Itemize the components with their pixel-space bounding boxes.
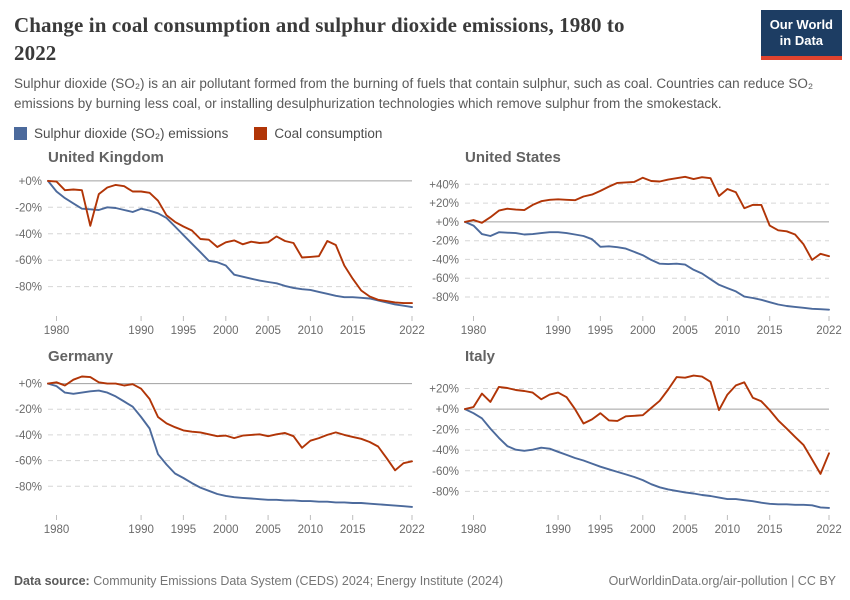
y-tick-label: -20% bbox=[432, 235, 459, 247]
x-tick-label: 2010 bbox=[298, 325, 324, 337]
x-tick-label: 2005 bbox=[255, 325, 281, 337]
panel-germany: Germany +0% -20% -40% -60% -80% 1980 1990 1995 2… bbox=[8, 346, 425, 536]
y-tick-label: -20% bbox=[15, 202, 42, 214]
owid-logo[interactable]: Our World in Data bbox=[760, 10, 842, 60]
legend-item-so2[interactable]: Sulphur dioxide (SO₂) emissions bbox=[14, 126, 228, 141]
title-line-2: 2022 bbox=[14, 40, 57, 65]
data-source-text: Community Emissions Data System (CEDS) 2… bbox=[93, 574, 504, 588]
coal-legend-label: Coal consumption bbox=[274, 125, 383, 141]
y-tick-label: -20% bbox=[15, 404, 42, 416]
chart-subtitle: Sulphur dioxide (SO₂) is an air pollutan… bbox=[14, 76, 814, 111]
header: Change in coal consumption and sulphur d… bbox=[0, 0, 850, 113]
x-tick-label: 1990 bbox=[545, 325, 571, 337]
x-tick-label: 1995 bbox=[588, 325, 614, 337]
y-tick-label: -40% bbox=[15, 430, 42, 442]
so2-legend-swatch bbox=[14, 126, 27, 140]
series-line-so2 bbox=[464, 407, 830, 509]
x-tick-label: 1990 bbox=[128, 524, 154, 536]
page-title: Change in coal consumption and sulphur d… bbox=[14, 12, 759, 67]
series-line-coal bbox=[464, 175, 830, 261]
x-tick-label: 1980 bbox=[461, 524, 487, 536]
x-tick-label: 2010 bbox=[715, 325, 741, 337]
panel-title-italy: Italy bbox=[465, 347, 496, 365]
chart-germany: +0% -20% -40% -60% -80% 1980 1990 1995 2000 2005 2… bbox=[15, 375, 425, 536]
panel-italy: Italy +20% +0% -20% -40% -60% -80% 1980 1990 199… bbox=[425, 346, 842, 536]
x-tick-label: 2022 bbox=[399, 524, 425, 536]
chart-italy: +20% +0% -20% -40% -60% -80% 1980 1990 1995 2000 2… bbox=[429, 374, 842, 536]
data-source-label: Data source: bbox=[14, 574, 90, 588]
x-tick-label: 2005 bbox=[672, 325, 698, 337]
attribution-link[interactable]: OurWorldinData.org/air-pollution | CC BY bbox=[608, 574, 836, 588]
y-tick-label: -80% bbox=[432, 486, 459, 498]
x-tick-label: 2015 bbox=[340, 524, 366, 536]
x-tick-label: 2005 bbox=[672, 524, 698, 536]
x-tick-label: 2015 bbox=[757, 524, 783, 536]
x-tick-label: 2022 bbox=[816, 325, 842, 337]
y-tick-label: -60% bbox=[432, 466, 459, 478]
series-line-so2 bbox=[47, 179, 413, 308]
x-tick-label: 2000 bbox=[630, 524, 656, 536]
x-tick-label: 2022 bbox=[816, 524, 842, 536]
coal-legend-swatch bbox=[254, 126, 268, 140]
y-tick-label: -80% bbox=[432, 292, 459, 304]
series-line-coal bbox=[47, 375, 413, 472]
panel-title-germany: Germany bbox=[48, 347, 114, 365]
y-tick-label: +0% bbox=[19, 176, 42, 188]
x-tick-label: 2000 bbox=[213, 325, 239, 337]
x-tick-label: 2005 bbox=[255, 524, 281, 536]
series-line-so2 bbox=[464, 220, 830, 311]
x-tick-label: 2022 bbox=[399, 325, 425, 337]
y-tick-label: -60% bbox=[432, 273, 459, 285]
x-tick-label: 2015 bbox=[340, 325, 366, 337]
x-tick-label: 1990 bbox=[545, 524, 571, 536]
x-tick-label: 1980 bbox=[461, 325, 487, 337]
data-source: Data source: Community Emissions Data Sy… bbox=[14, 574, 503, 588]
title-line-1: Change in coal consumption and sulphur d… bbox=[14, 13, 625, 37]
x-tick-label: 1990 bbox=[128, 325, 154, 337]
x-tick-label: 2010 bbox=[715, 524, 741, 536]
legend-item-coal[interactable]: Coal consumption bbox=[254, 126, 382, 141]
x-tick-label: 1995 bbox=[588, 524, 614, 536]
x-tick-label: 2000 bbox=[213, 524, 239, 536]
y-tick-label: -80% bbox=[15, 281, 42, 293]
panel-title-united-kingdom: United Kingdom bbox=[48, 148, 164, 166]
legend: Sulphur dioxide (SO₂) emissions Coal con… bbox=[0, 113, 850, 145]
y-tick-label: -40% bbox=[15, 229, 42, 241]
y-tick-label: +40% bbox=[429, 179, 459, 191]
charts-grid: United Kingdom +0% -20% -40% -60% -80% 1980 19… bbox=[0, 145, 850, 536]
y-tick-label: +20% bbox=[429, 383, 459, 395]
y-tick-label: +0% bbox=[436, 404, 459, 416]
y-tick-label: -40% bbox=[432, 445, 459, 457]
series-line-coal bbox=[464, 374, 830, 475]
x-tick-label: 2015 bbox=[757, 325, 783, 337]
x-tick-label: 2010 bbox=[298, 524, 324, 536]
so2-legend-label: Sulphur dioxide (SO₂) emissions bbox=[34, 125, 229, 141]
x-tick-label: 1980 bbox=[44, 524, 70, 536]
y-tick-label: -60% bbox=[15, 455, 42, 467]
panel-united-kingdom: United Kingdom +0% -20% -40% -60% -80% 1980 19… bbox=[8, 147, 425, 337]
y-tick-label: +0% bbox=[436, 217, 459, 229]
x-tick-label: 1995 bbox=[171, 524, 197, 536]
x-tick-label: 1980 bbox=[44, 325, 70, 337]
y-tick-label: -20% bbox=[432, 424, 459, 436]
series-line-coal bbox=[47, 179, 413, 304]
logo-line-2: in Data bbox=[779, 33, 824, 49]
y-tick-label: -60% bbox=[15, 255, 42, 267]
series-line-so2 bbox=[47, 382, 413, 508]
panel-title-united-states: United States bbox=[465, 148, 561, 166]
footer: Data source: Community Emissions Data Sy… bbox=[0, 574, 850, 588]
y-tick-label: +20% bbox=[429, 198, 459, 210]
y-tick-label: -40% bbox=[432, 254, 459, 266]
y-tick-label: +0% bbox=[19, 378, 42, 390]
panel-united-states: United States +40% +20% +0% -20% -40% -60% -80… bbox=[425, 147, 842, 337]
x-tick-label: 2000 bbox=[630, 325, 656, 337]
logo-line-1: Our World bbox=[769, 17, 833, 32]
chart-united-kingdom: +0% -20% -40% -60% -80% 1980 1990 1995 2000 2005 2… bbox=[15, 176, 425, 337]
x-tick-label: 1995 bbox=[171, 325, 197, 337]
chart-united-states: +40% +20% +0% -20% -40% -60% -80% 1980 1990 1995 2… bbox=[429, 175, 842, 337]
y-tick-label: -80% bbox=[15, 481, 42, 493]
